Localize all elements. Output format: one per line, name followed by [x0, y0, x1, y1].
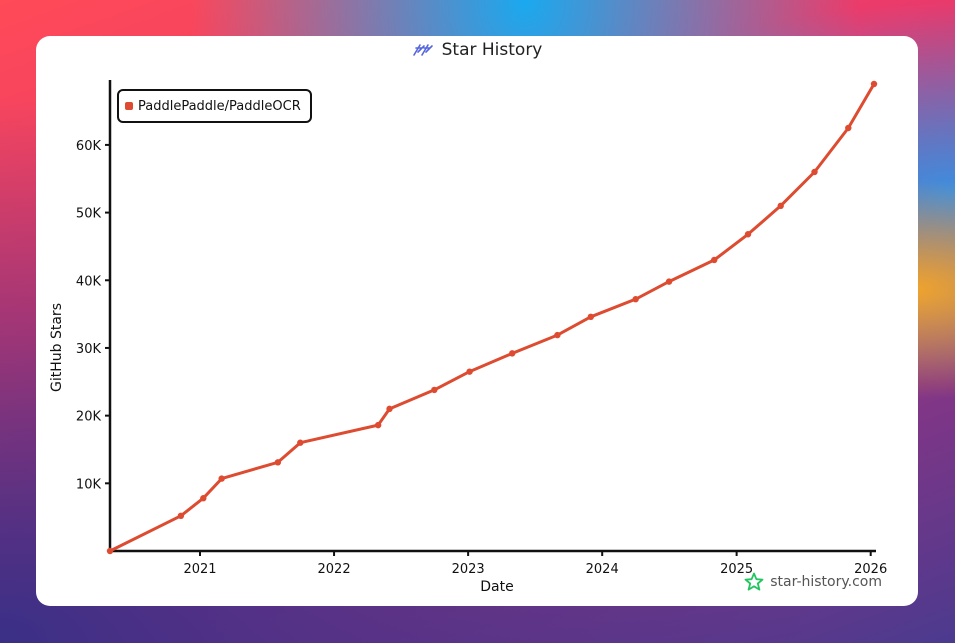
chart-legend[interactable]: PaddlePaddle/PaddleOCR [117, 89, 312, 123]
y-tick-label: 20K [76, 410, 102, 425]
x-tick-label: 2026 [854, 562, 887, 577]
legend-box [117, 89, 312, 123]
line-chart: 10K 20K 30K 40K 50K 60K 2021 2022 2023 2024 2025 20… [49, 80, 887, 595]
x-tick-label: 2024 [586, 562, 619, 577]
x-tick-label: 2023 [452, 562, 485, 577]
data-point[interactable] [431, 386, 438, 394]
data-point[interactable] [870, 80, 878, 88]
chart-header: Star History [36, 40, 918, 60]
data-point[interactable] [274, 459, 282, 466]
data-point[interactable] [374, 421, 382, 429]
y-tick-label: 30K [76, 342, 102, 357]
data-point[interactable] [200, 495, 207, 502]
x-axis-label: Date [480, 579, 513, 595]
series-layer [106, 80, 878, 555]
y-tick-label: 10K [76, 477, 102, 492]
data-point[interactable] [665, 278, 673, 285]
footer-brand-text: star-history.com [770, 574, 882, 590]
chart-card: Star History 10K 20K 30K 40K 50K 60K 2021 2022 2… [36, 36, 918, 606]
chart-axes: 10K 20K 30K 40K 50K 60K 2021 2022 2023 2024 2025 20… [49, 80, 887, 595]
y-axis-label: GitHub Stars [49, 303, 65, 392]
data-point[interactable] [297, 439, 304, 446]
data-point[interactable] [744, 231, 752, 238]
star-outline-icon [744, 572, 764, 591]
data-point[interactable] [386, 405, 393, 413]
data-point[interactable] [811, 168, 818, 176]
star-history-logo-icon [412, 44, 433, 56]
data-point[interactable] [106, 547, 114, 555]
data-point[interactable] [845, 124, 852, 132]
x-tick-label: 2025 [720, 562, 753, 577]
data-point[interactable] [777, 202, 784, 210]
data-point[interactable] [711, 256, 718, 264]
data-point[interactable] [587, 313, 595, 321]
footer-brand[interactable]: star-history.com [744, 572, 882, 592]
data-point[interactable] [509, 350, 516, 357]
y-tick-label: 50K [76, 207, 102, 222]
y-tick-label: 60K [76, 139, 102, 154]
data-point[interactable] [554, 331, 561, 339]
data-point[interactable] [466, 368, 473, 375]
x-tick-label: 2021 [183, 562, 216, 577]
x-tick-label: 2022 [318, 562, 351, 577]
data-point[interactable] [177, 512, 185, 520]
data-point[interactable] [632, 296, 639, 303]
legend-swatch [125, 102, 133, 110]
legend-label: PaddlePaddle/PaddleOCR [138, 99, 301, 114]
chart-title: Star History [441, 40, 543, 60]
series-line [108, 82, 876, 553]
y-tick-label: 40K [76, 274, 102, 289]
data-point[interactable] [218, 475, 225, 482]
